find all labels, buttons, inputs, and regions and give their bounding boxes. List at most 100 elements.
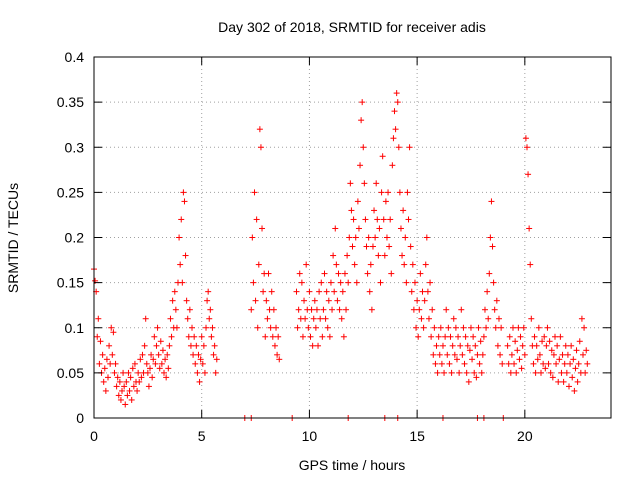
data-point [442, 333, 449, 340]
data-point [550, 351, 557, 358]
data-point [419, 288, 426, 295]
data-point [322, 315, 329, 322]
data-point [361, 180, 368, 187]
data-point [103, 356, 110, 363]
data-point [298, 279, 305, 286]
data-point [97, 338, 104, 345]
data-point [195, 351, 202, 358]
data-point [273, 324, 280, 331]
data-point [473, 374, 480, 381]
data-point [453, 356, 460, 363]
data-point [96, 360, 103, 367]
data-point [567, 360, 574, 367]
data-point [527, 261, 534, 268]
data-point [381, 252, 388, 259]
data-point [484, 288, 491, 295]
data-point [196, 378, 203, 385]
data-point [410, 306, 417, 313]
data-point [498, 324, 505, 331]
data-point [513, 369, 520, 376]
data-point [443, 306, 450, 313]
data-point [208, 333, 215, 340]
data-point [515, 324, 522, 331]
data-point [163, 374, 170, 381]
data-point [377, 279, 384, 286]
data-point [267, 324, 274, 331]
data-point [504, 342, 511, 349]
data-point [275, 333, 282, 340]
data-point [512, 338, 519, 345]
data-point [269, 333, 276, 340]
data-point [542, 365, 549, 372]
data-point [418, 315, 425, 322]
data-point [396, 189, 403, 196]
data-point [259, 225, 266, 232]
data-point [109, 351, 116, 358]
data-point [206, 315, 213, 322]
x-tick-label: 15 [409, 428, 425, 444]
data-point [491, 306, 498, 313]
data-point [575, 360, 582, 367]
data-point [119, 387, 126, 394]
data-point [359, 99, 366, 106]
data-point [451, 351, 458, 358]
data-point [582, 369, 589, 376]
data-point [339, 288, 346, 295]
data-point [492, 324, 499, 331]
data-point [107, 360, 114, 367]
x-tick-label: 10 [302, 428, 318, 444]
data-point [301, 297, 308, 304]
data-point [461, 360, 468, 367]
data-point [549, 374, 556, 381]
data-point [476, 360, 483, 367]
data-point [294, 324, 301, 331]
data-point [325, 297, 332, 304]
data-point [413, 324, 420, 331]
data-point [405, 216, 412, 223]
data-point [181, 198, 188, 205]
data-point [429, 306, 436, 313]
data-point [532, 369, 539, 376]
y-tick-label: 0.35 [57, 94, 84, 110]
data-point [499, 360, 506, 367]
data-point [543, 342, 550, 349]
data-point [446, 360, 453, 367]
data-point [477, 338, 484, 345]
data-point [509, 324, 516, 331]
data-point [540, 360, 547, 367]
data-point [372, 234, 379, 241]
data-point [525, 171, 532, 178]
data-point [402, 234, 409, 241]
axis-ticks: 0 0.05 0.1 0.15 0.2 0.25 0.3 0.35 0.4 0 5 10 15 20 [57, 49, 611, 444]
grid [94, 57, 611, 418]
data-point [479, 351, 486, 358]
data-point [539, 338, 546, 345]
data-point [352, 234, 359, 241]
data-point [354, 198, 361, 205]
data-point [114, 374, 121, 381]
data-point [480, 333, 487, 340]
data-point [347, 180, 354, 187]
data-point [545, 360, 552, 367]
data-point [115, 392, 122, 399]
data-point [177, 261, 184, 268]
data-point [321, 270, 328, 277]
y-tick-label: 0 [76, 410, 84, 426]
data-point [94, 333, 101, 340]
data-point [416, 306, 423, 313]
data-point [106, 342, 113, 349]
data-point [378, 189, 385, 196]
data-point [403, 279, 410, 286]
data-point [565, 383, 572, 390]
data-point [343, 306, 350, 313]
data-point [358, 117, 365, 124]
data-point [270, 306, 277, 313]
data-point [366, 288, 373, 295]
data-point [507, 369, 514, 376]
data-point [373, 180, 380, 187]
data-point [191, 333, 198, 340]
data-point [154, 324, 161, 331]
data-point [511, 360, 518, 367]
data-point [420, 324, 427, 331]
data-point [561, 360, 568, 367]
